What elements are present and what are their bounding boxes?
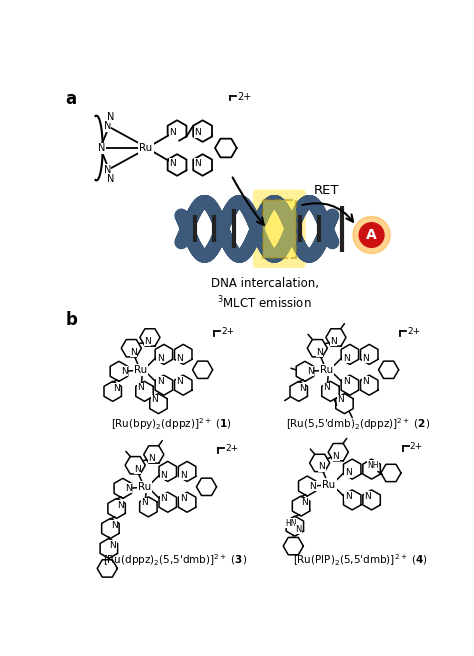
Text: N: N [343, 354, 349, 363]
Text: NH: NH [367, 461, 379, 470]
Text: b: b [65, 311, 77, 329]
Text: N: N [362, 354, 369, 363]
Text: N: N [333, 451, 339, 461]
Text: 2+: 2+ [237, 92, 252, 102]
Text: N: N [330, 337, 337, 346]
Text: N: N [343, 377, 349, 386]
Text: N: N [113, 384, 120, 393]
Text: N: N [337, 396, 344, 404]
Text: N: N [195, 159, 201, 168]
Text: N: N [345, 468, 352, 478]
Text: N: N [104, 121, 111, 131]
Text: N: N [108, 112, 115, 122]
Circle shape [359, 222, 384, 247]
Text: Ru: Ru [139, 143, 153, 153]
Text: Ru: Ru [134, 365, 147, 375]
Text: N: N [104, 165, 111, 174]
Text: N: N [319, 462, 325, 471]
Text: N: N [307, 367, 314, 376]
Text: N: N [156, 377, 164, 386]
Text: N: N [176, 354, 183, 363]
Text: N: N [345, 491, 352, 501]
Text: N: N [141, 499, 148, 508]
FancyBboxPatch shape [253, 190, 306, 268]
Text: 2+: 2+ [410, 441, 423, 451]
Bar [263, 199, 296, 258]
Text: N: N [169, 159, 176, 168]
Text: a: a [65, 89, 77, 108]
Text: N: N [156, 354, 164, 363]
Text: N: N [195, 128, 201, 137]
Text: Ru: Ru [322, 480, 336, 489]
Text: N: N [117, 501, 124, 510]
Text: N: N [299, 384, 306, 393]
Text: N: N [130, 348, 137, 357]
Text: N: N [365, 491, 371, 501]
Text: RET: RET [314, 184, 339, 197]
Text: [Ru(PIP)$_2$(5,5'dmb)]$^{2+}$ ($\mathbf{4}$): [Ru(PIP)$_2$(5,5'dmb)]$^{2+}$ ($\mathbf{… [292, 552, 427, 568]
Text: N: N [151, 396, 158, 404]
Text: N: N [144, 337, 151, 346]
Text: A: A [366, 228, 377, 242]
Text: N: N [169, 128, 176, 137]
Text: [Ru(bpy)$_2$(dppz)]$^{2+}$ ($\mathbf{1}$): [Ru(bpy)$_2$(dppz)]$^{2+}$ ($\mathbf{1}$… [111, 416, 232, 432]
Text: 2+: 2+ [407, 327, 420, 336]
Text: N: N [98, 143, 106, 153]
Text: [Ru(dppz)$_2$(5,5'dmb)]$^{2+}$ ($\mathbf{3}$): [Ru(dppz)$_2$(5,5'dmb)]$^{2+}$ ($\mathbf… [103, 552, 247, 568]
Text: N: N [161, 471, 167, 480]
Text: [Ru(5,5'dmb)$_2$(dppz)]$^{2+}$ ($\mathbf{2}$): [Ru(5,5'dmb)$_2$(dppz)]$^{2+}$ ($\mathbf… [285, 416, 430, 432]
Text: HN: HN [285, 518, 297, 527]
Text: N: N [180, 471, 187, 480]
Text: DNA intercalation,
$^3$MLCT emission: DNA intercalation, $^3$MLCT emission [210, 277, 319, 312]
Text: 2+: 2+ [225, 444, 238, 453]
Text: N: N [362, 377, 369, 386]
Text: N: N [137, 383, 144, 392]
Text: N: N [134, 464, 141, 474]
Text: N: N [108, 174, 115, 184]
Text: N: N [180, 494, 187, 503]
Text: N: N [295, 525, 302, 534]
Text: 2+: 2+ [221, 327, 234, 336]
Text: N: N [316, 348, 323, 357]
Text: N: N [310, 482, 316, 491]
Text: N: N [148, 454, 155, 463]
Text: N: N [125, 484, 132, 493]
Text: N: N [323, 383, 330, 392]
Text: N: N [121, 367, 128, 376]
Circle shape [353, 216, 390, 253]
Text: N: N [161, 494, 167, 503]
Text: N: N [176, 377, 183, 386]
Text: Ru: Ru [138, 482, 151, 492]
Text: N: N [109, 541, 116, 550]
Text: N: N [111, 521, 118, 530]
Text: N: N [301, 499, 308, 508]
Text: Ru: Ru [320, 365, 333, 375]
